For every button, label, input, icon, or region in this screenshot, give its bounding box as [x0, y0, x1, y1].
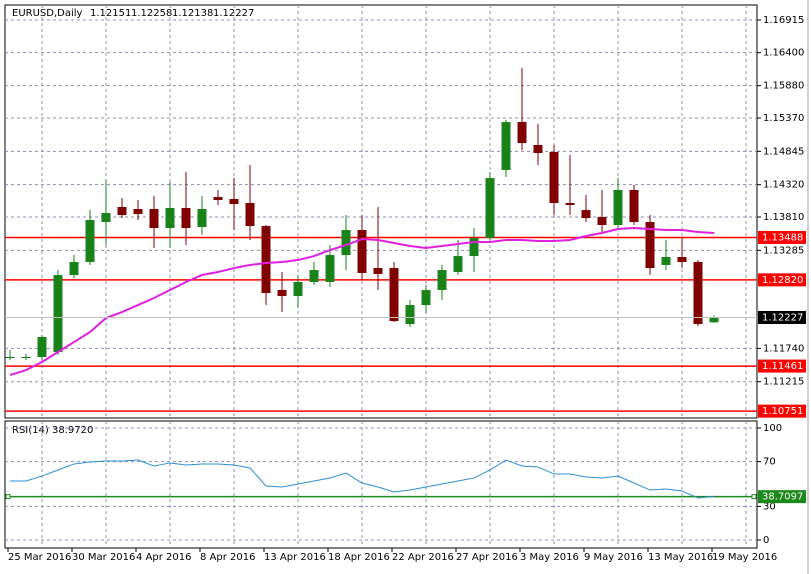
level-handle — [751, 494, 757, 500]
x-tick-label: 4 Apr 2016 — [136, 552, 191, 563]
candle-body — [437, 270, 447, 291]
candle-body — [693, 262, 703, 325]
candle-body — [133, 209, 143, 215]
main-frame — [4, 4, 758, 419]
y-tick-label: 1.13810 — [763, 212, 804, 223]
x-tick-label: 19 May 2016 — [712, 552, 777, 563]
candle-body — [565, 202, 575, 206]
candle-body — [181, 208, 191, 228]
candle-body — [517, 122, 527, 144]
x-tick-label: 13 Apr 2016 — [264, 552, 326, 563]
candle-body — [405, 305, 415, 325]
candle-body — [501, 122, 511, 170]
ohlc-value: 1.12258 — [131, 8, 172, 19]
candle-body — [645, 222, 655, 269]
candle-body — [213, 197, 223, 201]
level-label-box — [758, 359, 806, 373]
candle-body — [709, 317, 719, 323]
candle-body — [101, 213, 111, 223]
candle-body — [85, 220, 95, 263]
last-price-label: 1.12227 — [762, 312, 803, 323]
candle-body — [485, 177, 495, 239]
candle-body — [117, 206, 127, 215]
y-tick-label: 1.15370 — [763, 113, 804, 124]
y-tick-label: 1.16400 — [763, 48, 804, 59]
candle-body — [389, 268, 399, 322]
level-label-box — [758, 490, 806, 504]
candle-body — [533, 144, 543, 153]
level-label: 1.10751 — [762, 406, 803, 417]
level-label: 1.13488 — [762, 232, 803, 243]
candle-body — [677, 257, 687, 263]
x-tick-label: 8 Apr 2016 — [200, 552, 255, 563]
candle-body — [149, 209, 159, 228]
x-tick-label: 25 Mar 2016 — [8, 552, 71, 563]
level-label-box — [758, 230, 806, 244]
y-tick-label: 1.16915 — [763, 15, 804, 26]
candle-body — [597, 217, 607, 226]
candle-body — [373, 268, 383, 275]
level-label-box — [758, 404, 806, 418]
ohlc-value: 1.12151 — [90, 8, 131, 19]
ohlc-value: 1.12138 — [172, 8, 213, 19]
chart-title: EURUSD,Daily — [12, 8, 83, 19]
candle-body — [229, 198, 239, 205]
rsi-line — [10, 459, 715, 499]
candle-body — [21, 357, 31, 359]
x-tick-label: 3 May 2016 — [520, 552, 579, 563]
candle-body — [5, 357, 15, 359]
candle-body — [325, 255, 335, 283]
candle-body — [629, 189, 639, 223]
y-tick-label: 0 — [763, 535, 769, 546]
candle-body — [37, 337, 47, 358]
candle-body — [53, 275, 63, 353]
y-tick-label: 100 — [763, 423, 782, 434]
y-tick-label: 1.11215 — [763, 377, 804, 388]
y-tick-label: 1.13285 — [763, 245, 804, 256]
level-label: 1.12820 — [762, 275, 803, 286]
candle-body — [165, 208, 175, 228]
candle-body — [245, 202, 255, 227]
y-tick-label: 1.14320 — [763, 180, 804, 191]
y-tick-label: 70 — [763, 457, 776, 468]
rsi-title: RSI(14) 38.9720 — [12, 425, 93, 436]
candle-body — [613, 189, 623, 226]
rsi-frame — [4, 420, 758, 549]
level-label-box — [758, 273, 806, 287]
level-handle — [5, 494, 11, 500]
candle-body — [469, 238, 479, 257]
candle-body — [549, 151, 559, 203]
candle-body — [357, 230, 367, 273]
x-tick-label: 9 May 2016 — [584, 552, 643, 563]
candle-body — [453, 256, 463, 273]
candle-body — [261, 226, 271, 294]
x-tick-label: 22 Apr 2016 — [392, 552, 454, 563]
x-tick-label: 30 Mar 2016 — [72, 552, 135, 563]
candle-body — [277, 290, 287, 297]
candle-body — [293, 282, 303, 297]
level-label: 38.7097 — [762, 492, 803, 503]
candle-body — [421, 290, 431, 306]
y-tick-label: 30 — [763, 501, 776, 512]
last-price-box — [758, 310, 806, 324]
x-tick-label: 27 Apr 2016 — [456, 552, 518, 563]
candle-body — [661, 257, 671, 265]
y-tick-label: 1.14845 — [763, 146, 804, 157]
y-tick-label: 1.11740 — [763, 343, 804, 354]
candle-body — [197, 209, 207, 227]
candle-body — [581, 210, 591, 219]
candle-body — [341, 230, 351, 256]
x-tick-label: 18 Apr 2016 — [328, 552, 390, 563]
level-label: 1.11461 — [762, 361, 803, 372]
candle-body — [309, 270, 319, 283]
x-tick-label: 13 May 2016 — [648, 552, 713, 563]
ma-line — [9, 226, 715, 376]
candle-body — [69, 262, 79, 276]
y-tick-label: 1.15880 — [763, 81, 804, 92]
